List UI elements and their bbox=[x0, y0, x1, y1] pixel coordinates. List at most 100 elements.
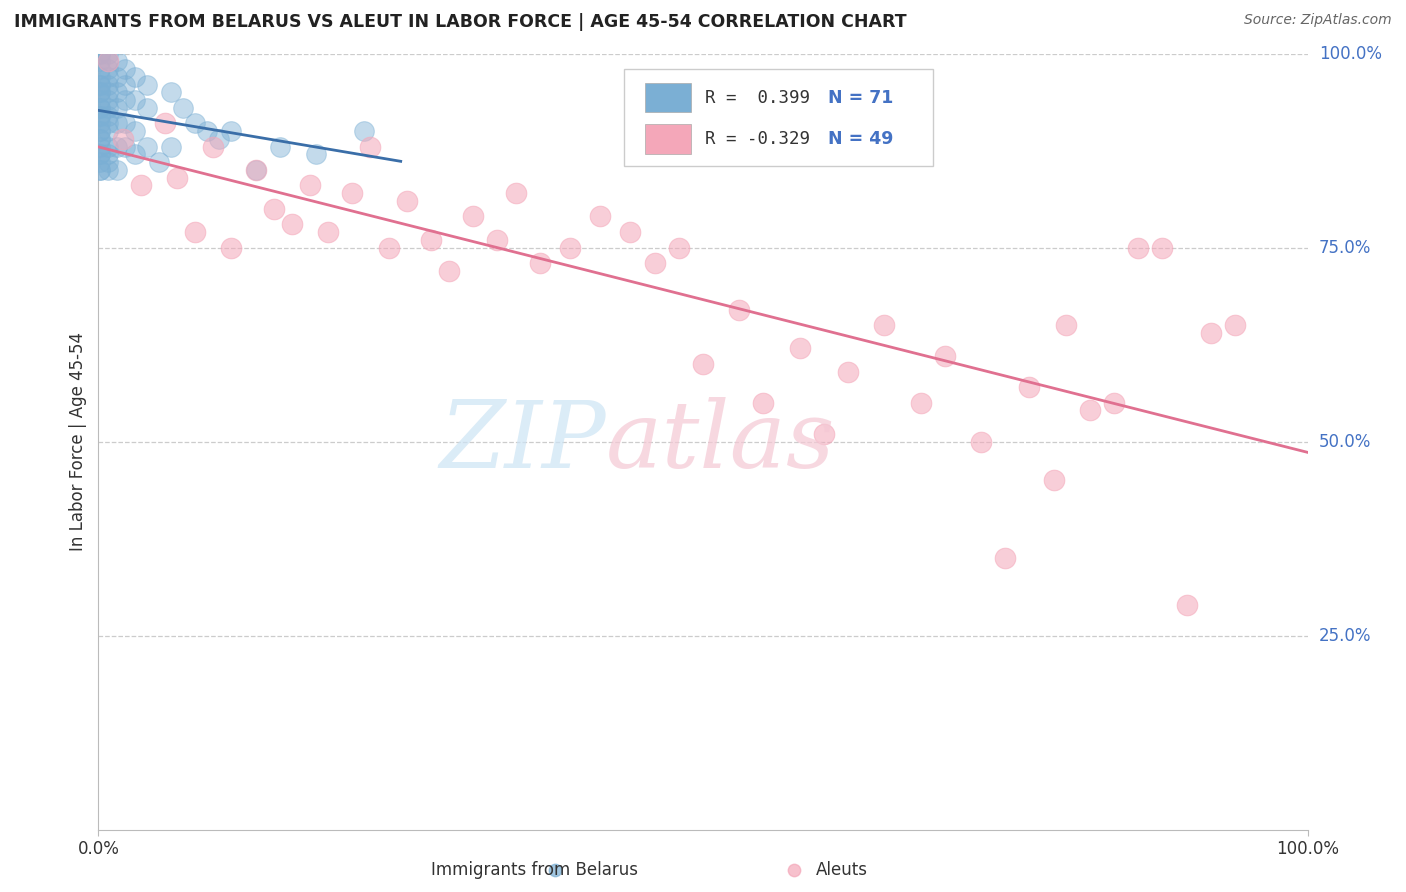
Point bbox=[89, 155, 111, 169]
Point bbox=[245, 163, 267, 178]
Text: atlas: atlas bbox=[606, 397, 835, 486]
Point bbox=[97, 109, 120, 123]
Point bbox=[97, 62, 120, 76]
Point bbox=[97, 78, 120, 92]
Point bbox=[1078, 403, 1101, 417]
Point bbox=[184, 116, 207, 130]
Point bbox=[305, 147, 328, 161]
Point bbox=[97, 116, 120, 130]
Point bbox=[89, 46, 111, 61]
Point bbox=[529, 256, 551, 270]
Point bbox=[202, 139, 225, 153]
Point bbox=[89, 163, 111, 178]
Text: 50.0%: 50.0% bbox=[1319, 433, 1371, 450]
Point bbox=[97, 54, 120, 69]
Point bbox=[124, 93, 146, 107]
Point bbox=[668, 241, 690, 255]
Point bbox=[124, 70, 146, 84]
Point bbox=[1102, 396, 1125, 410]
Text: 25.0%: 25.0% bbox=[1319, 626, 1371, 645]
Text: R = -0.329: R = -0.329 bbox=[706, 130, 810, 148]
Point bbox=[172, 101, 194, 115]
Point bbox=[114, 78, 136, 92]
Text: N = 71: N = 71 bbox=[828, 89, 893, 107]
Point bbox=[1128, 241, 1150, 255]
Point bbox=[129, 178, 152, 193]
Point bbox=[208, 132, 231, 146]
Y-axis label: In Labor Force | Age 45-54: In Labor Force | Age 45-54 bbox=[69, 332, 87, 551]
Point bbox=[97, 101, 120, 115]
Point bbox=[105, 163, 128, 178]
Point bbox=[111, 132, 134, 146]
Point bbox=[89, 132, 111, 146]
Point bbox=[148, 155, 170, 169]
Point bbox=[135, 139, 157, 153]
Text: N = 49: N = 49 bbox=[828, 130, 893, 148]
Point bbox=[281, 217, 304, 231]
Point bbox=[97, 124, 120, 138]
Point bbox=[544, 863, 567, 877]
Point bbox=[97, 155, 120, 169]
Point bbox=[105, 54, 128, 69]
Text: Source: ZipAtlas.com: Source: ZipAtlas.com bbox=[1244, 13, 1392, 28]
Point bbox=[89, 139, 111, 153]
Point bbox=[97, 70, 120, 84]
Point bbox=[89, 54, 111, 69]
Text: 100.0%: 100.0% bbox=[1319, 45, 1382, 62]
Point bbox=[105, 86, 128, 100]
Point bbox=[89, 109, 111, 123]
Point bbox=[184, 225, 207, 239]
Point bbox=[166, 170, 188, 185]
Point bbox=[89, 147, 111, 161]
Point bbox=[1054, 318, 1077, 333]
Point bbox=[89, 116, 111, 130]
Point bbox=[89, 86, 111, 100]
Point bbox=[813, 426, 835, 441]
Point bbox=[589, 210, 612, 224]
Point bbox=[97, 147, 120, 161]
Point bbox=[160, 139, 183, 153]
Point bbox=[221, 241, 243, 255]
Point bbox=[910, 396, 932, 410]
Point bbox=[114, 62, 136, 76]
Point bbox=[837, 365, 859, 379]
Point bbox=[105, 70, 128, 84]
Point bbox=[114, 139, 136, 153]
Point bbox=[619, 225, 641, 239]
Point bbox=[342, 186, 364, 201]
Point bbox=[360, 139, 382, 153]
Point bbox=[420, 233, 443, 247]
Point bbox=[89, 163, 111, 178]
Point bbox=[1042, 473, 1064, 487]
Point bbox=[728, 302, 751, 317]
Point bbox=[486, 233, 509, 247]
Point bbox=[437, 264, 460, 278]
Point bbox=[1175, 598, 1198, 612]
Point bbox=[97, 54, 120, 69]
Point bbox=[114, 93, 136, 107]
Point bbox=[1199, 326, 1222, 340]
Point bbox=[160, 86, 183, 100]
Point bbox=[97, 139, 120, 153]
Point bbox=[97, 163, 120, 178]
Point bbox=[934, 349, 956, 363]
Point bbox=[89, 132, 111, 146]
Point bbox=[89, 124, 111, 138]
Point bbox=[114, 116, 136, 130]
Text: Aleuts: Aleuts bbox=[815, 861, 868, 879]
Point bbox=[505, 186, 527, 201]
Point bbox=[463, 210, 485, 224]
Point bbox=[1152, 241, 1174, 255]
Text: Immigrants from Belarus: Immigrants from Belarus bbox=[430, 861, 638, 879]
Point bbox=[994, 551, 1017, 566]
FancyBboxPatch shape bbox=[645, 124, 690, 153]
Point bbox=[269, 139, 291, 153]
Text: R =  0.399: R = 0.399 bbox=[706, 89, 810, 107]
Point bbox=[97, 93, 120, 107]
Point bbox=[89, 78, 111, 92]
Point bbox=[1018, 380, 1040, 394]
Point bbox=[873, 318, 896, 333]
Point bbox=[353, 124, 375, 138]
Point bbox=[89, 46, 111, 61]
Point bbox=[89, 93, 111, 107]
